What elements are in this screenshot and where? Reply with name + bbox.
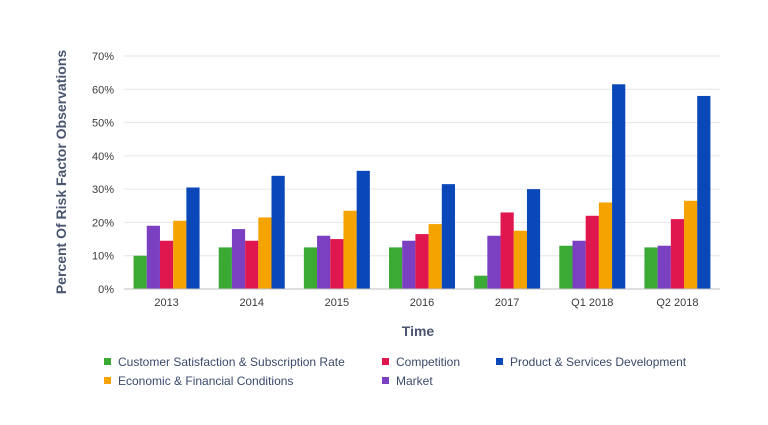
- bar: [343, 210, 357, 289]
- x-tick-label: Q2 2018: [656, 297, 698, 309]
- legend-entry: Customer Satisfaction & Subscription Rat…: [104, 355, 345, 369]
- bar: [317, 235, 331, 289]
- bars: [133, 84, 711, 290]
- legend-entry: Market: [382, 374, 433, 388]
- bar: [218, 247, 232, 289]
- bar: [585, 215, 599, 289]
- y-tick-label: 40%: [92, 151, 114, 163]
- bar: [146, 225, 160, 289]
- x-tick-label: 2015: [325, 297, 349, 309]
- bar: [559, 245, 573, 289]
- bar: [258, 217, 272, 289]
- bar: [303, 247, 318, 289]
- y-axis-title: Percent Of Risk Factor Observations: [53, 50, 69, 295]
- bar: [684, 200, 698, 289]
- bar: [415, 234, 429, 289]
- bar: [487, 235, 501, 289]
- y-axis-ticks: 0% 10% 20% 30% 40% 50% 60% 70%: [92, 51, 114, 296]
- y-tick-label: 20%: [92, 217, 114, 229]
- bar: [428, 224, 442, 289]
- x-tick-label: 2016: [410, 297, 434, 309]
- y-tick-label: 60%: [92, 84, 114, 96]
- bar: [402, 240, 416, 289]
- bar: [657, 245, 671, 289]
- gridlines: [124, 55, 720, 257]
- y-tick-label: 50%: [92, 118, 114, 130]
- legend-label: Market: [396, 374, 433, 388]
- bar: [526, 189, 541, 289]
- bar: [245, 240, 259, 289]
- x-tick-label: 2013: [154, 297, 178, 309]
- legend-label: Customer Satisfaction & Subscription Rat…: [118, 355, 345, 369]
- bar: [389, 247, 403, 289]
- legend-entry: Economic & Financial Conditions: [104, 374, 293, 388]
- bar: [133, 255, 147, 289]
- legend-swatch: [104, 358, 111, 366]
- bar: [598, 202, 613, 289]
- legend-label: Competition: [396, 355, 461, 369]
- legend-entry: Competition: [382, 355, 460, 369]
- bar: [441, 184, 455, 289]
- bar: [186, 187, 200, 289]
- x-tick-label: Q1 2018: [571, 297, 613, 309]
- bar: [231, 229, 246, 289]
- bar: [159, 240, 174, 289]
- y-tick-label: 70%: [92, 51, 114, 63]
- bar: [572, 240, 586, 289]
- legend-swatch: [382, 377, 389, 385]
- bar: [271, 175, 285, 289]
- y-tick-label: 0%: [98, 284, 114, 296]
- legend-label: Economic & Financial Conditions: [118, 374, 294, 388]
- y-tick-label: 30%: [92, 184, 114, 196]
- bar: [612, 84, 626, 290]
- legend-swatch: [496, 358, 503, 366]
- legend-label: Product & Services Development: [510, 355, 687, 369]
- x-tick-label: 2017: [495, 297, 519, 309]
- legend-swatch: [104, 377, 111, 385]
- bar: [697, 95, 711, 289]
- legend-entry: Product & Services Development: [496, 355, 686, 369]
- legend-swatch: [382, 358, 389, 366]
- x-tick-label: 2014: [239, 297, 263, 309]
- x-axis-ticks: 2013 2014 2015 2016 2017 Q1 2018 Q2 2018: [154, 297, 698, 309]
- bar: [644, 247, 658, 289]
- bar: [356, 170, 370, 289]
- bar: [474, 275, 488, 289]
- bar: [500, 212, 514, 289]
- y-tick-label: 10%: [92, 251, 114, 263]
- bar: [173, 220, 187, 289]
- bar: [670, 219, 685, 289]
- x-axis-title: Time: [402, 323, 435, 339]
- bar: [513, 230, 527, 289]
- bar: [330, 239, 344, 289]
